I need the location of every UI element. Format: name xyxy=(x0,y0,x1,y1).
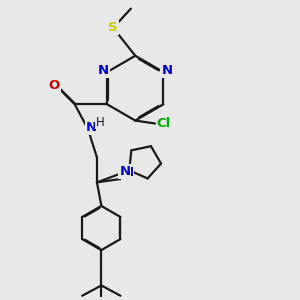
Text: N: N xyxy=(119,165,130,178)
Text: N: N xyxy=(122,166,134,179)
Text: N: N xyxy=(161,64,172,77)
Text: N: N xyxy=(98,64,109,77)
Text: S: S xyxy=(108,21,118,34)
Text: H: H xyxy=(96,116,105,128)
Text: O: O xyxy=(49,79,60,92)
Text: Cl: Cl xyxy=(157,117,171,130)
Text: N: N xyxy=(86,121,97,134)
